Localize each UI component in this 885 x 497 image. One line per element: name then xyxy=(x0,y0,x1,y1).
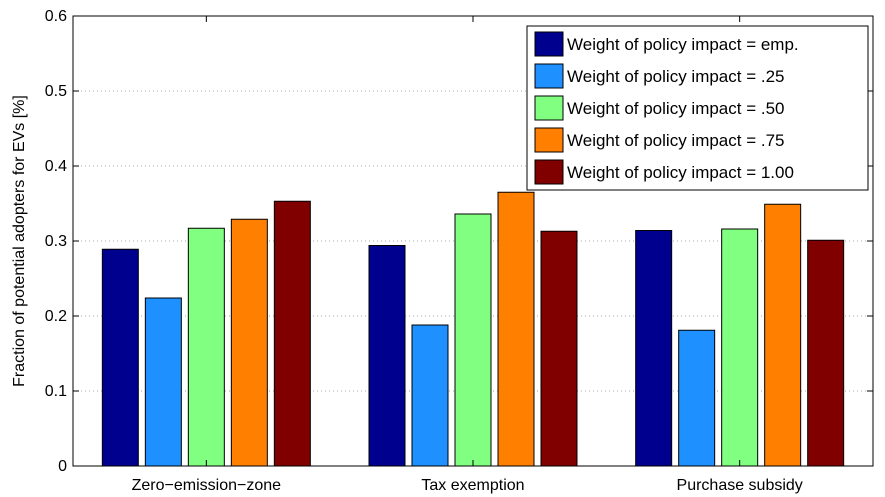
bar-series-0-cat-0 xyxy=(101,248,139,467)
legend-swatch-3 xyxy=(534,127,564,153)
legend-swatch-0 xyxy=(534,31,564,57)
legend-swatch-4 xyxy=(534,159,564,185)
y-tick-label-0: 0 xyxy=(58,458,67,475)
y-tick-label-4: 0.4 xyxy=(45,158,67,175)
y-tick-label-6: 0.6 xyxy=(45,8,67,25)
legend: Weight of policy impact = emp. Weight of … xyxy=(526,25,869,191)
axes-group: 0 0.1 0.2 0.3 0.4 0.5 0.6 Zero−emission−zone Tax… xyxy=(45,8,874,494)
y-tick-label-1: 0.1 xyxy=(45,383,67,400)
bar-series-4-cat-2 xyxy=(807,239,845,467)
bar-series-3-cat-0 xyxy=(230,218,268,467)
x-tick-label-1: Tax exemption xyxy=(421,477,524,494)
legend-entry-4: Weight of policy impact = 1.00 xyxy=(567,163,794,182)
bar-series-2-cat-1 xyxy=(454,213,492,467)
y-axis-label: Fraction of potential adopters for EVs [… xyxy=(11,95,28,387)
x-tick-label-2: Purchase subsidy xyxy=(677,477,803,494)
legend-entry-0: Weight of policy impact = emp. xyxy=(567,35,799,54)
bar-series-0-cat-1 xyxy=(368,245,406,467)
bar-series-1-cat-0 xyxy=(144,297,182,467)
bar-series-3-cat-1 xyxy=(497,191,535,467)
x-tick-label-0: Zero−emission−zone xyxy=(132,477,282,494)
bars-group xyxy=(101,191,845,467)
bar-series-2-cat-2 xyxy=(721,228,759,467)
bar-series-1-cat-2 xyxy=(678,329,716,467)
legend-swatch-1 xyxy=(534,63,564,89)
bar-series-1-cat-1 xyxy=(411,324,449,467)
y-tick-label-2: 0.2 xyxy=(45,308,67,325)
y-tick-label-3: 0.3 xyxy=(45,233,67,250)
bar-series-3-cat-2 xyxy=(764,203,802,467)
y-tick-label-5: 0.5 xyxy=(45,83,67,100)
legend-box xyxy=(526,25,869,191)
bar-series-4-cat-0 xyxy=(273,200,311,467)
legend-entry-2: Weight of policy impact = .50 xyxy=(567,99,785,118)
bar-series-2-cat-0 xyxy=(187,227,225,467)
legend-entry-3: Weight of policy impact = .75 xyxy=(567,131,785,150)
bar-series-4-cat-1 xyxy=(540,230,578,467)
legend-swatch-2 xyxy=(534,95,564,121)
bar-series-0-cat-2 xyxy=(635,230,673,467)
legend-entry-1: Weight of policy impact = .25 xyxy=(567,67,785,86)
